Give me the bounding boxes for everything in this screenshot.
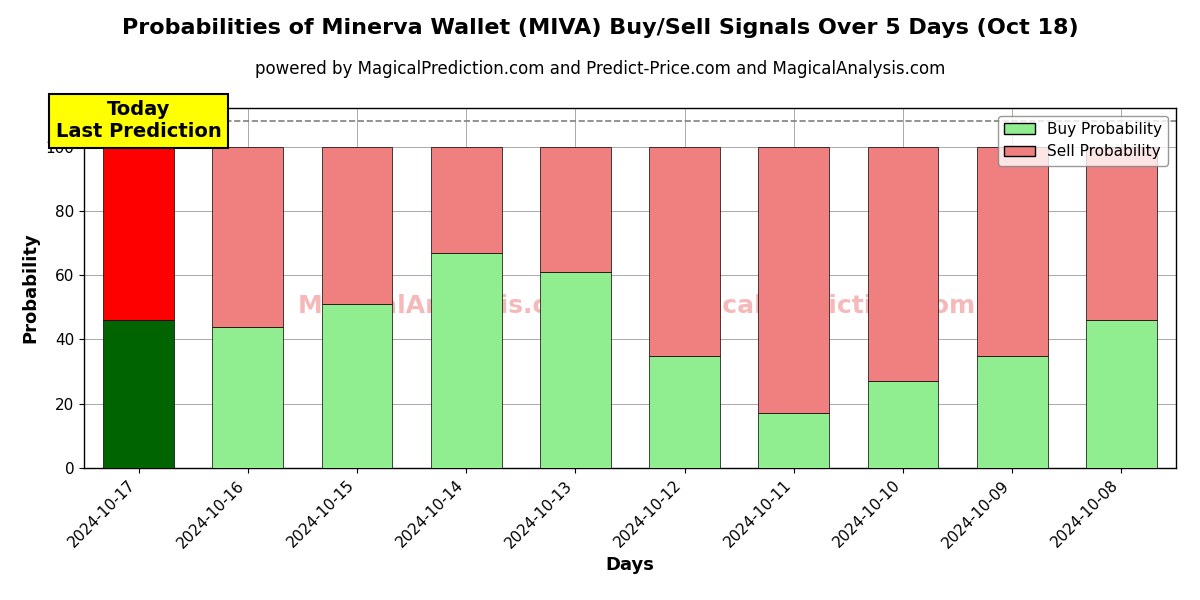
Bar (649, 355, 720, 468)
Legend: Buy Probability, Sell Probability: Buy Probability, Sell Probability (998, 116, 1169, 166)
Text: MagicalAnalysis.com: MagicalAnalysis.com (298, 294, 592, 318)
Bar (540, 272, 611, 468)
Bar (868, 381, 938, 468)
Bar (977, 355, 1048, 468)
Bar (212, 146, 283, 326)
Bar (431, 253, 502, 468)
Bar (758, 146, 829, 413)
Bar (103, 146, 174, 320)
Bar (322, 304, 392, 468)
Bar (868, 146, 938, 381)
Text: powered by MagicalPrediction.com and Predict-Price.com and MagicalAnalysis.com: powered by MagicalPrediction.com and Pre… (254, 60, 946, 78)
Bar (1086, 146, 1157, 320)
Text: Probabilities of Minerva Wallet (MIVA) Buy/Sell Signals Over 5 Days (Oct 18): Probabilities of Minerva Wallet (MIVA) B… (121, 18, 1079, 38)
Bar (103, 320, 174, 468)
Bar (649, 146, 720, 355)
Bar (977, 146, 1048, 355)
Bar (540, 146, 611, 272)
Bar (1086, 320, 1157, 468)
Y-axis label: Probability: Probability (22, 233, 40, 343)
Bar (322, 146, 392, 304)
Text: Today
Last Prediction: Today Last Prediction (55, 100, 222, 142)
Bar (431, 146, 502, 253)
Text: MagicalPrediction.com: MagicalPrediction.com (655, 294, 977, 318)
Bar (212, 326, 283, 468)
X-axis label: Days: Days (606, 556, 654, 574)
Bar (758, 413, 829, 468)
